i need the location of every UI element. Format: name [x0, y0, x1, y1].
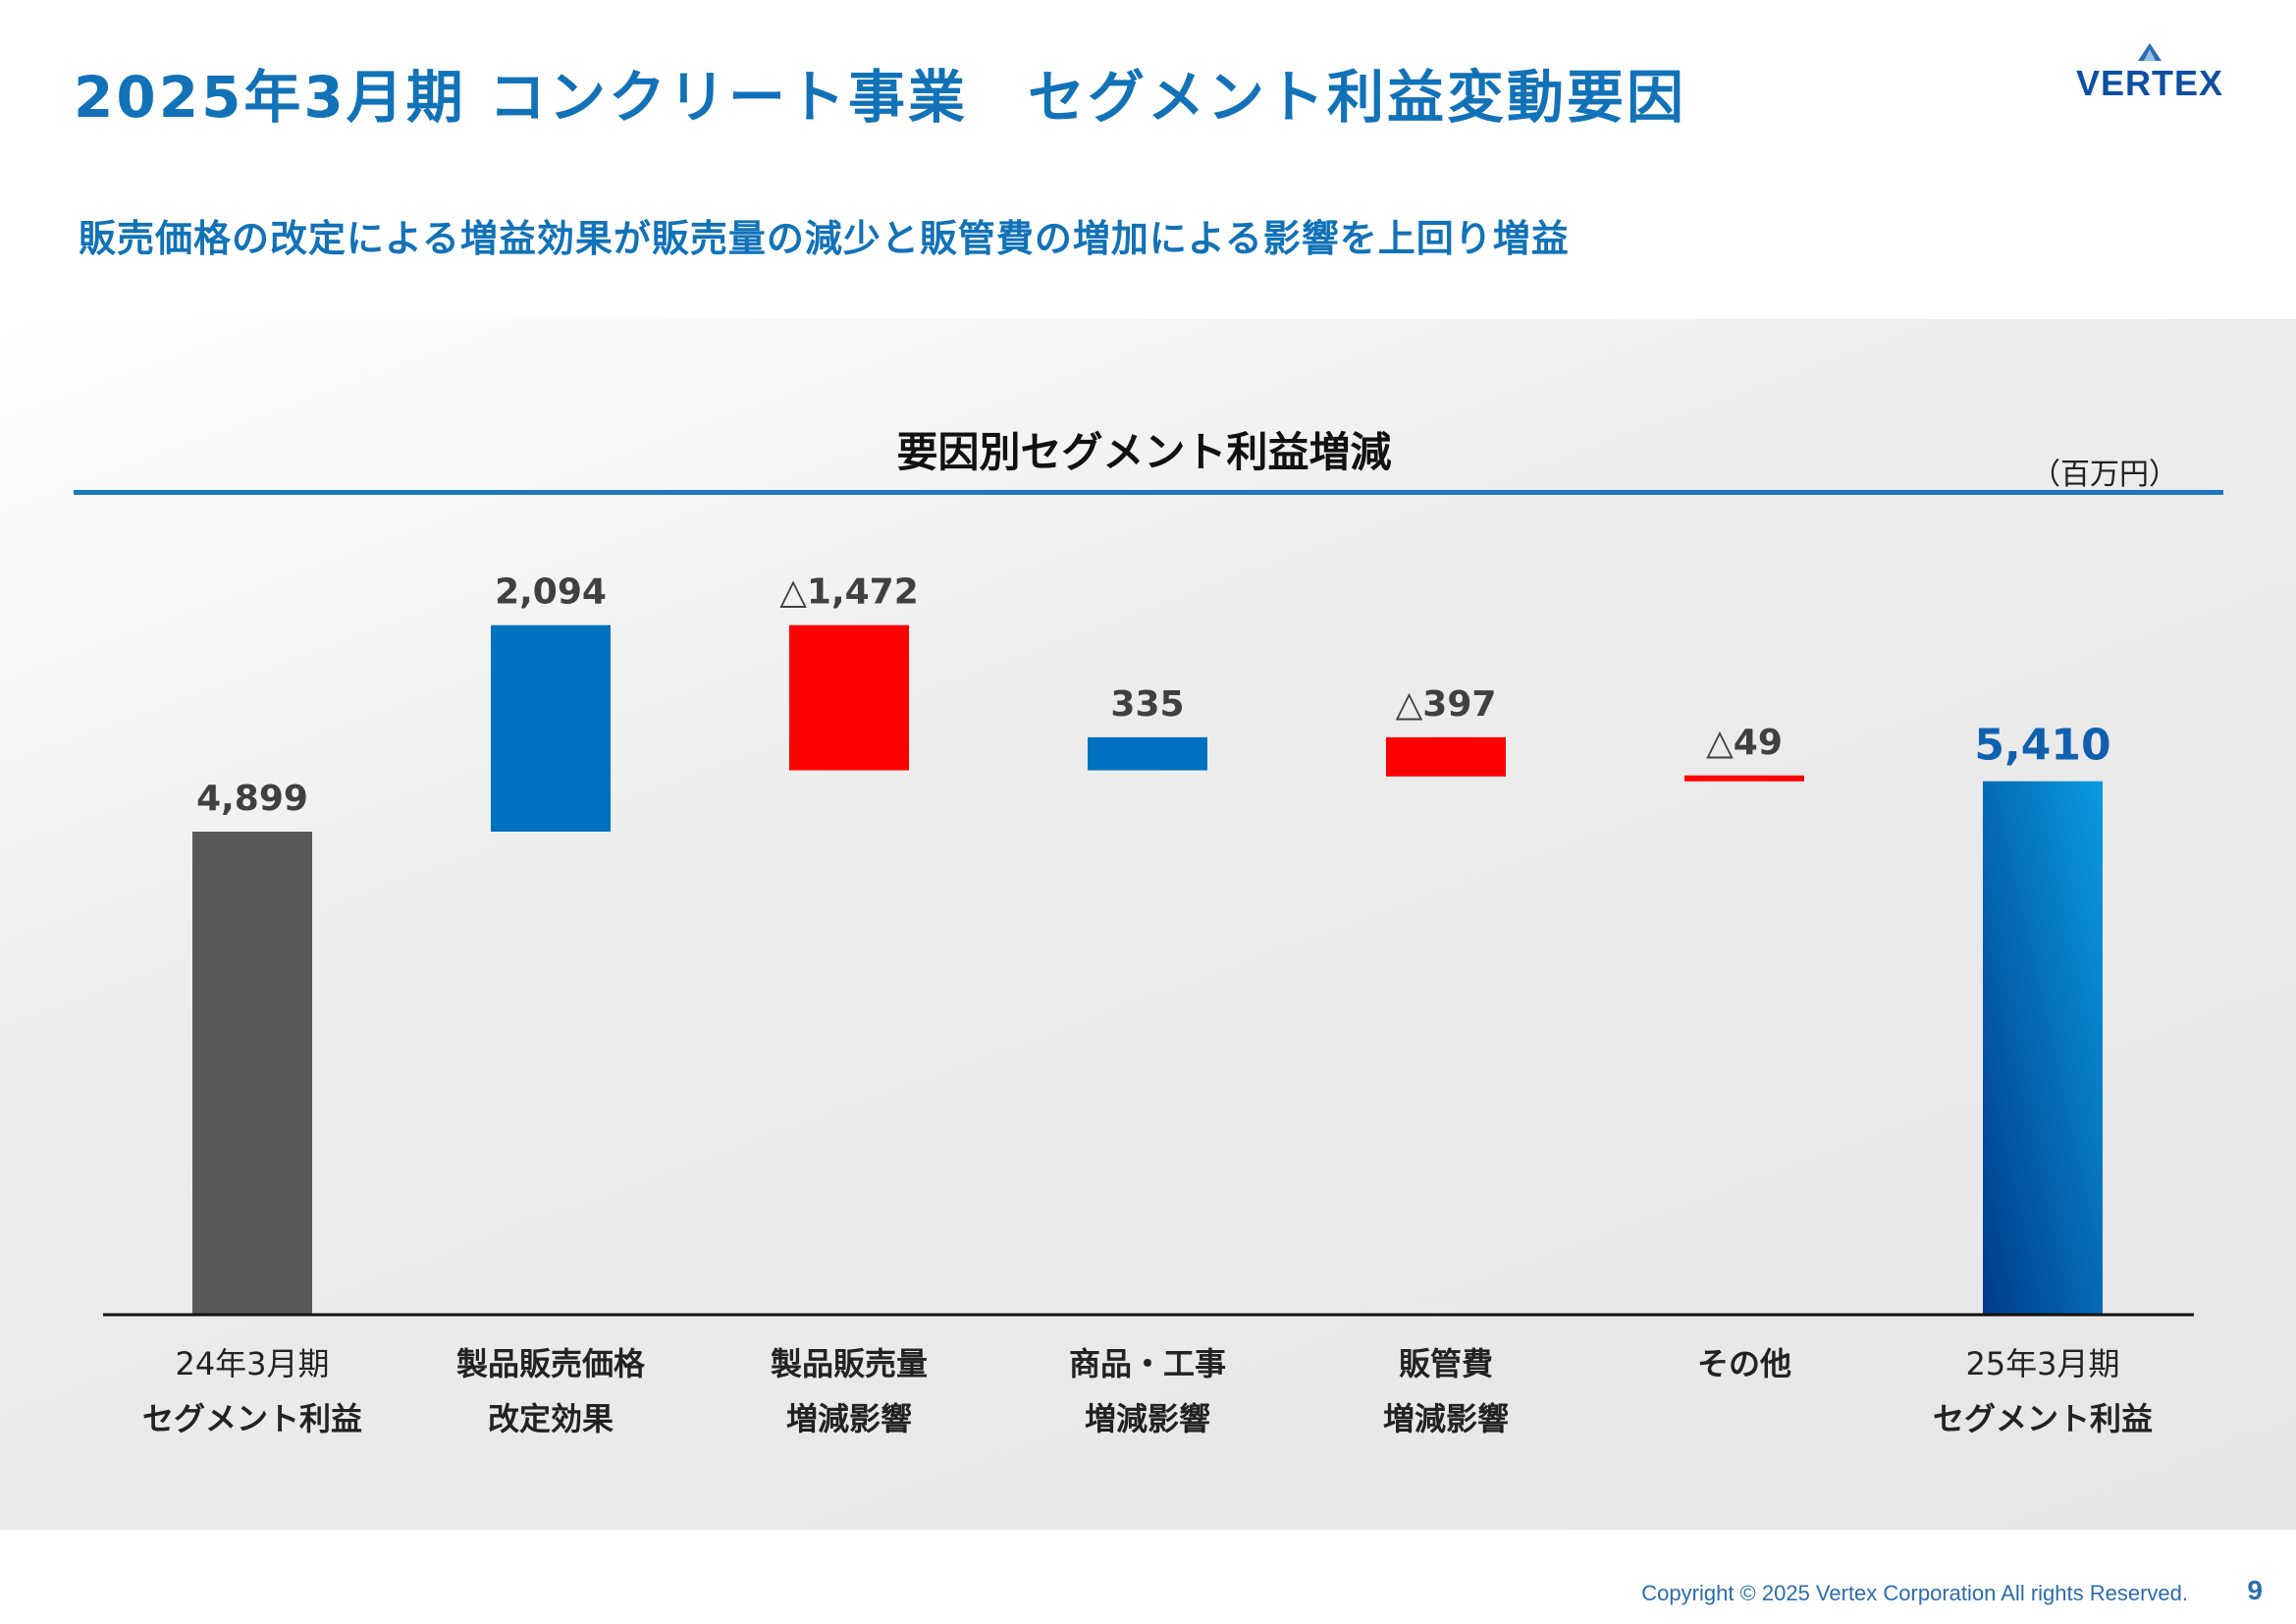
bar-3	[789, 624, 909, 771]
category-label-4-1: 商品・工事	[1069, 1345, 1226, 1382]
category-label-7-2: セグメント利益	[1933, 1400, 2153, 1437]
bar-7	[1983, 781, 2103, 1315]
bar-1	[192, 832, 312, 1315]
category-label-5-2: 増減影響	[1383, 1400, 1509, 1437]
logo-mountain-icon	[2138, 43, 2162, 61]
chart-title: 要因別セグメント利益増減	[0, 419, 2296, 479]
vertex-logo: VERTEX	[2056, 41, 2243, 103]
logo-text: VERTEX	[2075, 63, 2224, 103]
copyright: Copyright © 2025 Vertex Corporation All …	[1641, 1581, 2188, 1605]
chart-title-rule	[74, 490, 2223, 495]
chart-panel	[0, 319, 2296, 1530]
page-title: 2025年3月期 コンクリート事業 セグメント利益変動要因	[74, 64, 1686, 131]
bar-4	[1088, 736, 1207, 771]
category-label-5-1: 販管費	[1399, 1345, 1493, 1382]
category-label-2-1: 製品販売価格	[456, 1345, 646, 1382]
category-label-3-2: 増減影響	[786, 1400, 912, 1437]
subtitle: 販売価格の改定による増益効果が販売量の減少と販管費の増加による影響を上回り増益	[79, 217, 1570, 260]
category-label-1-1: 24年3月期	[175, 1345, 329, 1382]
bar-5	[1386, 736, 1506, 777]
value-label-2: 2,094	[495, 572, 607, 613]
value-label-1: 4,899	[196, 779, 308, 819]
category-label-1-2: セグメント利益	[142, 1400, 362, 1437]
value-label-3: △1,472	[779, 572, 919, 613]
category-label-6-1: その他	[1697, 1345, 1791, 1382]
chart-unit: （百万円）	[2031, 458, 2178, 492]
value-label-4: 335	[1110, 684, 1184, 725]
value-label-5: △397	[1396, 684, 1497, 725]
page-number: 9	[2247, 1575, 2263, 1605]
category-label-2-2: 改定効果	[488, 1400, 614, 1437]
category-label-4-2: 増減影響	[1085, 1400, 1210, 1437]
bar-6	[1684, 775, 1804, 782]
category-label-7-1: 25年3月期	[1965, 1345, 2119, 1382]
chart-title-text: 要因別セグメント利益増減	[896, 428, 1392, 476]
bar-2	[491, 624, 611, 832]
category-label-3-1: 製品販売量	[771, 1345, 928, 1382]
value-label-7: 5,410	[1974, 721, 2110, 771]
value-label-6: △49	[1706, 723, 1783, 763]
